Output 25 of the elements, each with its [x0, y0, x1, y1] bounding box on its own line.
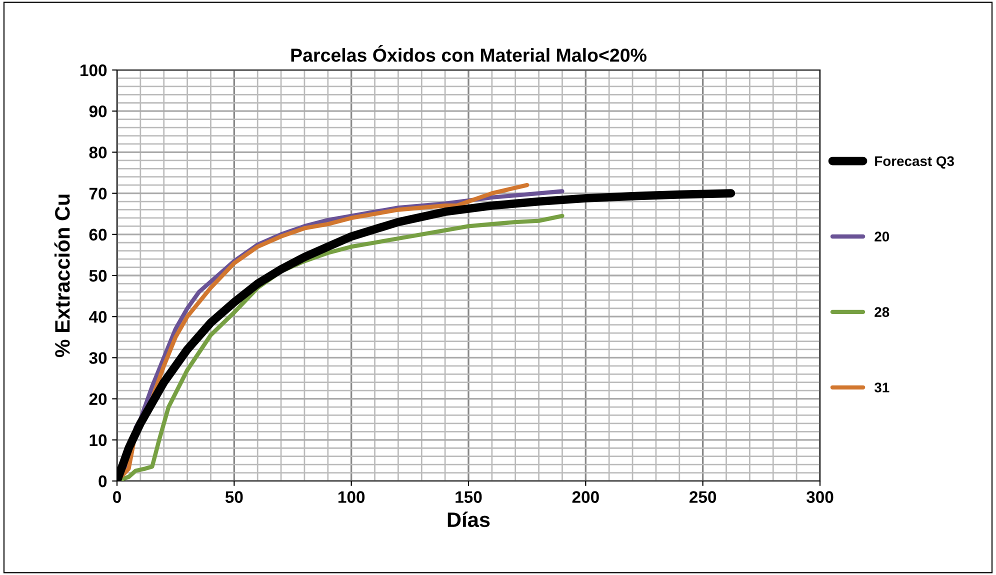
- x-tick-label: 100: [338, 491, 365, 503]
- y-tick-label: 40: [88, 311, 107, 323]
- y-tick-label: 100: [80, 64, 107, 76]
- y-tick-label: 70: [89, 188, 107, 200]
- x-tick-label: 150: [456, 491, 482, 503]
- y-tick-label: 0: [98, 475, 107, 488]
- legend-label: Forecast Q3: [875, 156, 954, 169]
- y-tick-label: 20: [89, 393, 107, 406]
- x-tick-label: 250: [690, 491, 716, 503]
- legend-label: 28: [874, 307, 890, 317]
- x-tick-label: 200: [572, 491, 599, 503]
- y-tick-label: 60: [89, 228, 107, 241]
- chart-title: Parcelas Óxidos con Material Malo<20%: [291, 45, 646, 62]
- legend-label: 20: [874, 232, 890, 242]
- y-tick-label: 30: [89, 352, 107, 364]
- x-tick-label: 50: [225, 491, 243, 503]
- legend-label: 31: [874, 382, 890, 392]
- y-axis-title: % Extracción Cu: [54, 194, 70, 358]
- x-tick-label: 0: [113, 491, 121, 503]
- y-tick-label: 50: [89, 270, 107, 282]
- x-tick-label: 300: [806, 491, 834, 503]
- x-axis-title: Días: [448, 512, 490, 528]
- y-tick-label: 80: [89, 146, 107, 158]
- y-tick-label: 90: [89, 106, 107, 118]
- y-tick-label: 10: [90, 434, 107, 446]
